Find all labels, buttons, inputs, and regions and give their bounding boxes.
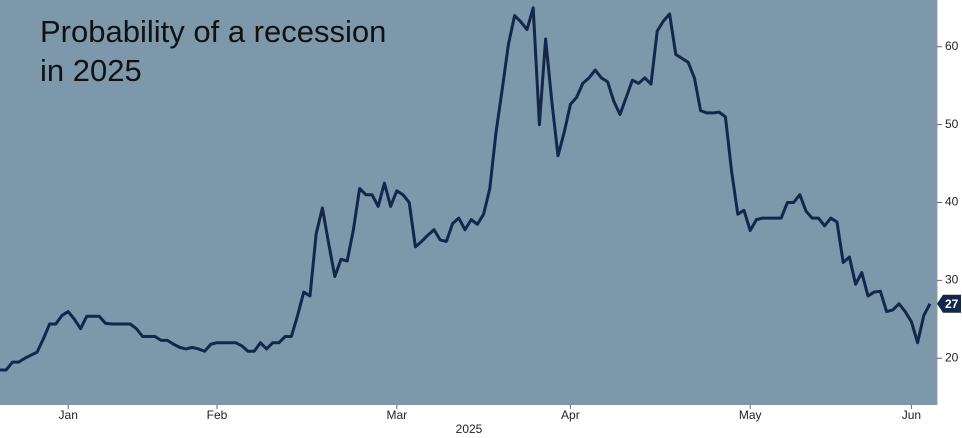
x-tick-label: Mar [386, 408, 407, 422]
y-tick-label: 50 [945, 117, 959, 131]
y-tick-label: 40 [945, 195, 959, 209]
y-tick-label: 20 [945, 350, 959, 364]
x-tick-label: Jan [59, 408, 78, 422]
x-tick-label: Jun [902, 408, 921, 422]
chart-title: Probability of a recession [40, 14, 386, 49]
x-tick-label: May [739, 408, 762, 422]
chart-title: in 2025 [40, 53, 142, 88]
x-tick-label: Feb [207, 408, 228, 422]
y-tick-label: 60 [945, 39, 959, 53]
last-value-tag [937, 294, 961, 313]
x-tick-label: Apr [561, 408, 580, 422]
last-value-label: 27 [945, 297, 959, 311]
y-tick-label: 30 [945, 273, 959, 287]
x-axis-label: 2025 [456, 422, 483, 436]
line-series [0, 6, 932, 372]
